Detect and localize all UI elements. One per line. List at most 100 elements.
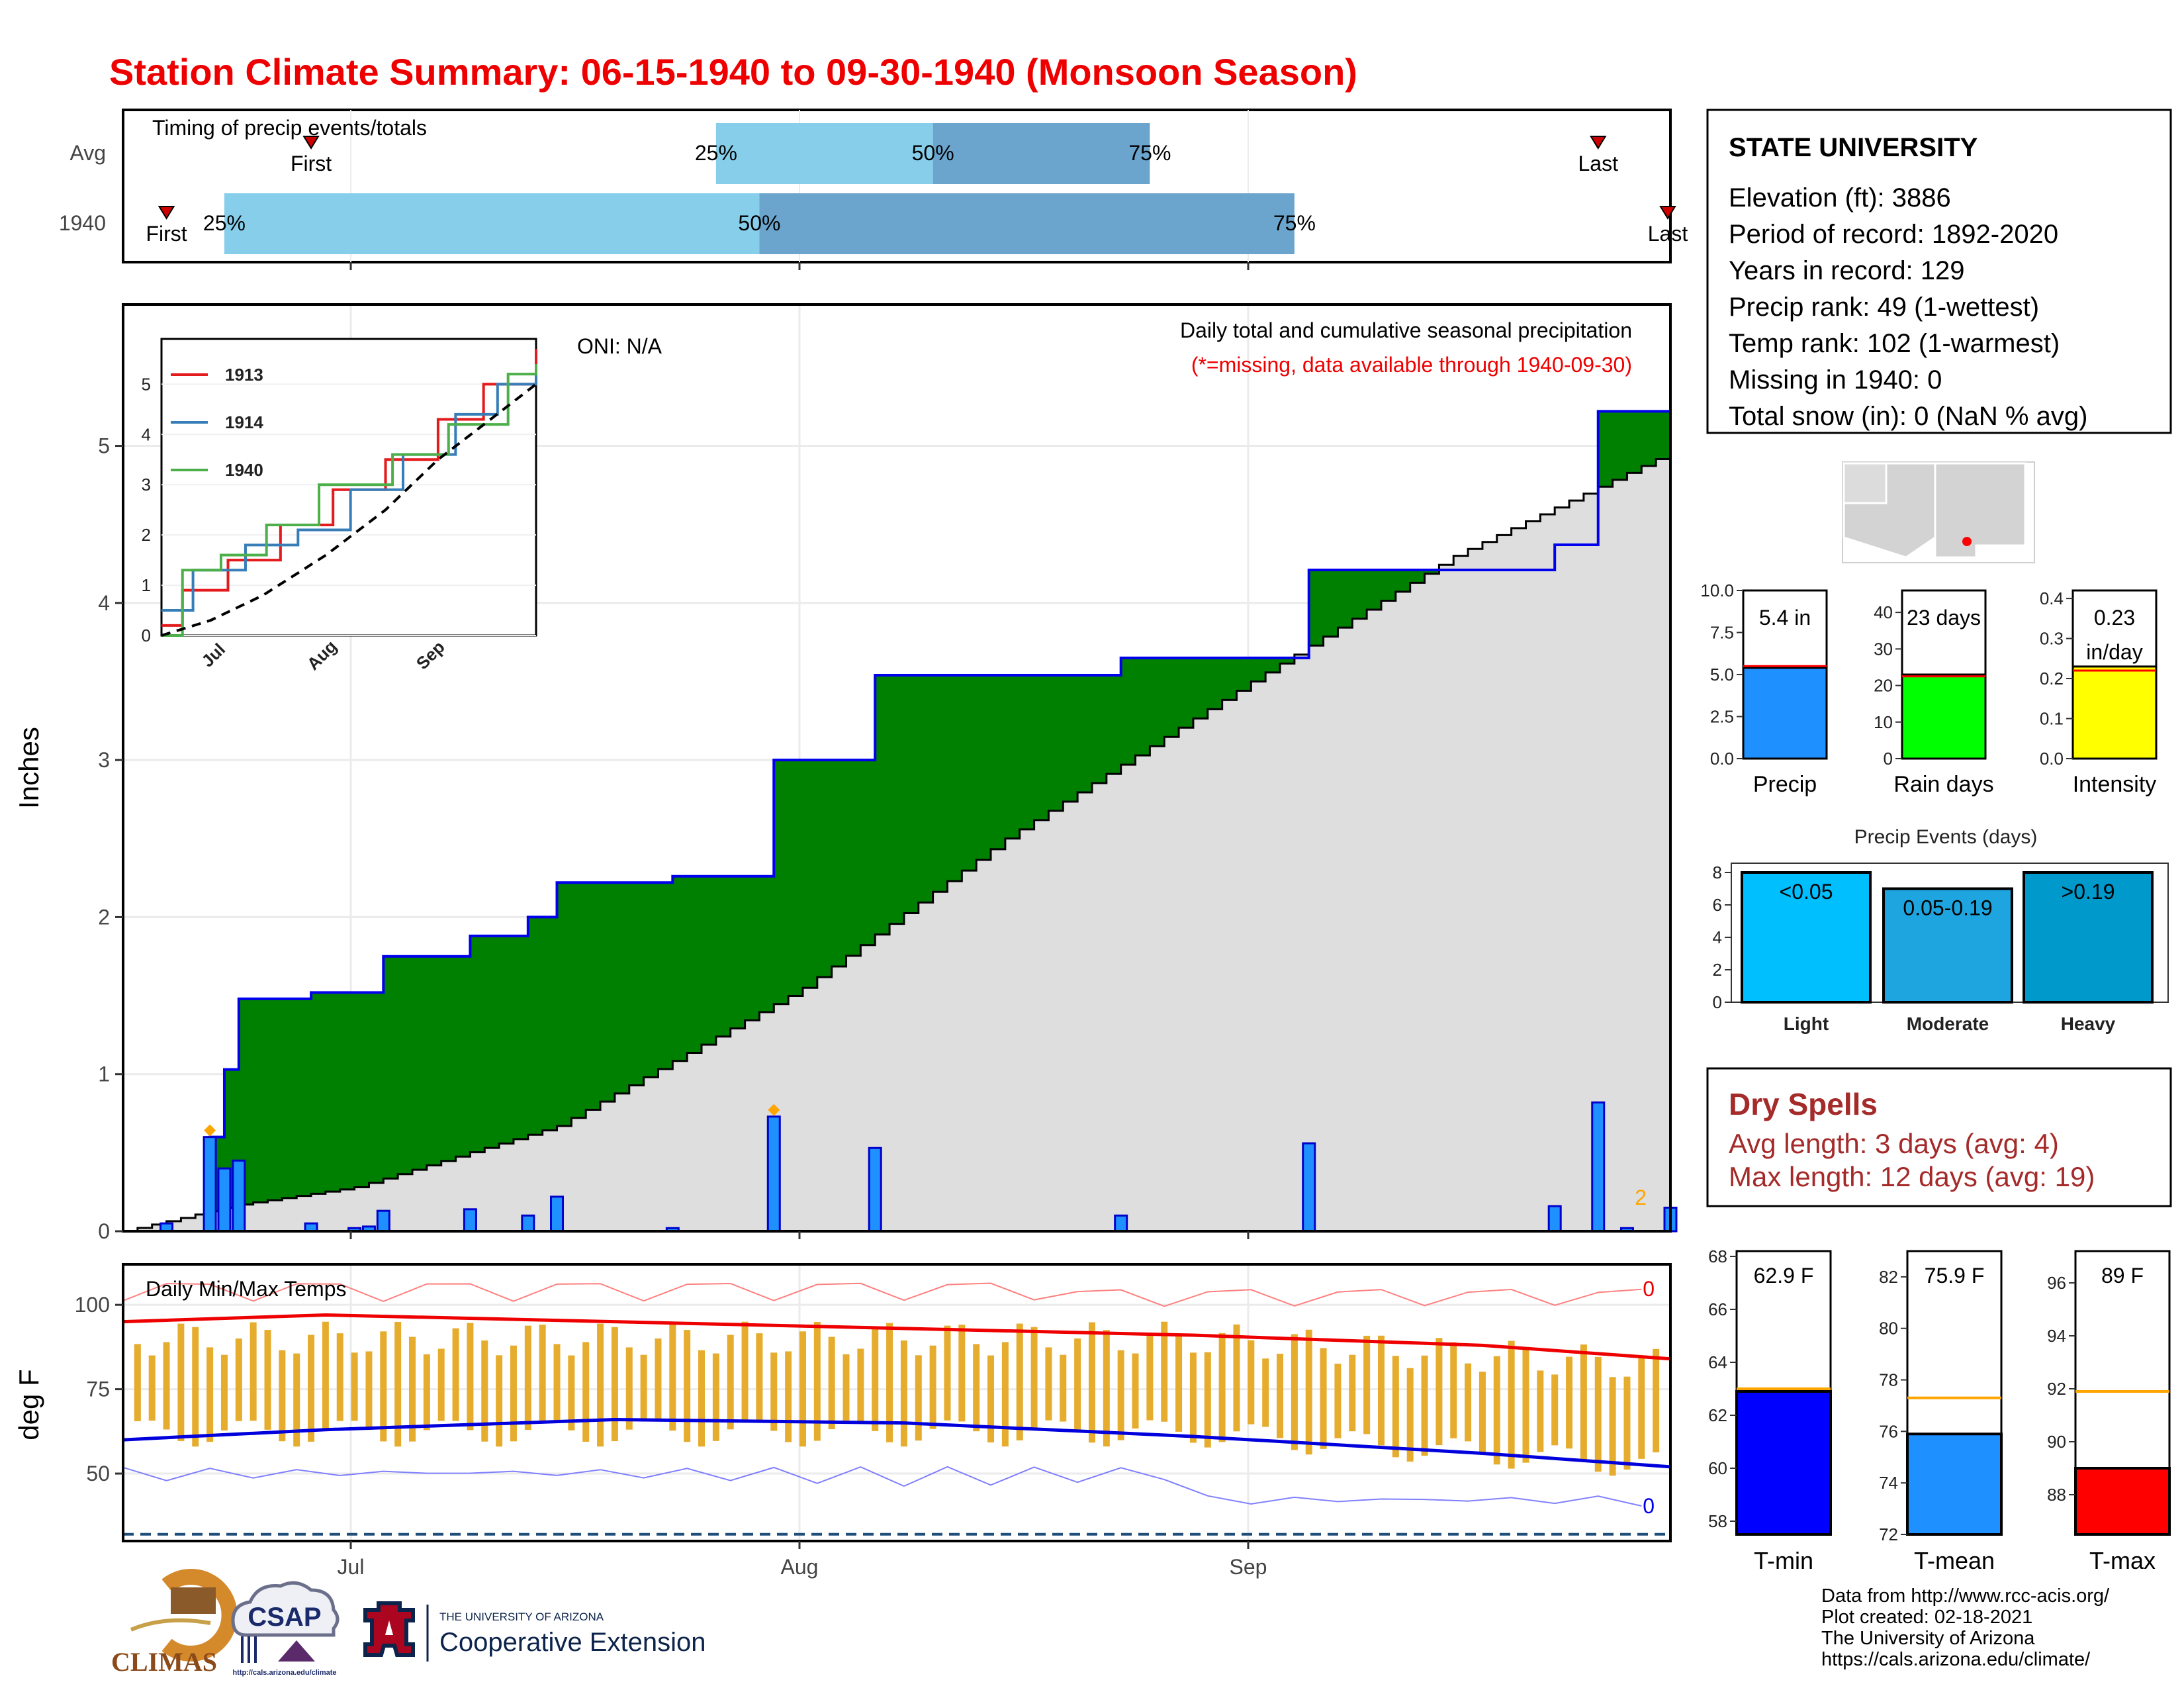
daily-temp-range-bar — [1074, 1338, 1081, 1432]
events-bar — [1882, 887, 2013, 1004]
daily-temp-range-bar — [640, 1354, 647, 1421]
gauge-label: Precip — [1753, 772, 1817, 797]
inset-y-tick: 2 — [142, 525, 151, 545]
station-name: STATE UNIVERSITY — [1729, 133, 1978, 162]
daily-temp-range-bar — [1551, 1374, 1559, 1446]
surplus-area — [325, 992, 341, 1192]
gauge-precip: 0.0 2.5 5.0 7.5 10.0 5.4 in Precip — [1700, 581, 1828, 797]
temp-gauge-tick: 66 — [1708, 1299, 1727, 1319]
station-info-line: Total snow (in): 0 (NaN % avg) — [1729, 402, 2087, 431]
gauge-value: 0.23 — [2094, 606, 2135, 630]
daily-temp-range-bar — [1349, 1354, 1356, 1432]
daily-temp-range-bar — [192, 1327, 199, 1447]
surplus-area — [311, 992, 326, 1194]
gauge-tick: 5.0 — [1710, 665, 1734, 684]
daily-temp-range-bar — [842, 1354, 850, 1421]
temp-gauge-t-max: 88 90 92 94 96 89 F T-max — [2047, 1250, 2171, 1574]
station-info-line: Precip rank: 49 (1-wettest) — [1729, 293, 2039, 322]
daily-temp-range-bar — [655, 1338, 662, 1421]
surplus-area — [369, 992, 384, 1183]
month-tick-label: Sep — [1230, 1555, 1267, 1579]
last-event-marker — [1659, 206, 1676, 220]
surplus-area — [614, 882, 630, 1094]
surplus-area — [831, 760, 847, 966]
daily-temp-range-bar — [336, 1333, 343, 1421]
daily-temp-range-bar — [1218, 1333, 1226, 1442]
gauge-tick: 0.2 — [2040, 669, 2064, 688]
gauge-fill — [2071, 665, 2158, 760]
surplus-area — [1641, 411, 1657, 466]
daily-temp-range-bar — [1421, 1355, 1428, 1456]
daily-temp-range-bar — [539, 1325, 546, 1421]
timing-bar-50-75 — [759, 193, 1295, 254]
daily-temp-range-bar — [1653, 1348, 1660, 1453]
station-location-dot — [1962, 537, 1972, 546]
timing-pct-label: 75% — [1128, 141, 1171, 165]
surplus-area — [1352, 570, 1367, 619]
daily-temp-range-bar — [177, 1323, 185, 1441]
surplus-area — [643, 882, 659, 1078]
daily-temp-range-bar — [813, 1322, 821, 1441]
timing-row-label-1940: 1940 — [59, 211, 106, 235]
temp-gauge-value: 89 F — [2101, 1264, 2144, 1288]
daily-temp-range-bar — [1320, 1348, 1327, 1449]
daily-temp-range-bar — [625, 1347, 633, 1430]
daily-temp-range-bar — [785, 1351, 792, 1442]
ua-main-text: Cooperative Extension — [439, 1628, 705, 1657]
daily-temp-range-bar — [1392, 1356, 1399, 1458]
temp-gauge-tick: 96 — [2047, 1273, 2066, 1293]
avg-min-line — [122, 1417, 1671, 1469]
temp-gauge-label: T-max — [2089, 1547, 2156, 1574]
daily-temp-range-bar — [1305, 1329, 1312, 1455]
daily-precip-bar — [217, 1167, 232, 1233]
timing-bar-25-50 — [715, 123, 933, 184]
station-info-line: Years in record: 129 — [1729, 256, 1965, 285]
surplus-area — [875, 675, 890, 935]
daily-temp-range-bar — [423, 1354, 430, 1430]
missing-note: (*=missing, data available through 1940-… — [1191, 353, 1632, 377]
daily-temp-range-bar — [1377, 1335, 1385, 1446]
surplus-area — [296, 998, 312, 1196]
daily-temp-range-bar — [611, 1327, 618, 1442]
daily-temp-range-bar — [1204, 1352, 1211, 1448]
daily-temp-range-bar — [669, 1322, 676, 1431]
surplus-area — [513, 935, 529, 1139]
temp-gauge-tick: 92 — [2047, 1379, 2066, 1399]
first-event-label: First — [291, 152, 332, 175]
surplus-area — [1656, 411, 1671, 459]
average-cumulative-area — [123, 452, 1672, 1233]
surplus-area — [1106, 675, 1122, 774]
daily-temp-range-bar — [770, 1352, 778, 1431]
surplus-area — [1135, 657, 1150, 756]
daily-temp-range-bar — [756, 1333, 763, 1422]
surplus-area — [687, 876, 702, 1053]
daily-temp-range-bar — [929, 1345, 936, 1429]
daily-temp-range-bar — [308, 1335, 315, 1442]
timing-pct-label: 50% — [738, 211, 780, 235]
events-y-tick: 8 — [1713, 863, 1722, 882]
climas-wordmark: CLIMAS — [111, 1647, 217, 1677]
surplus-area — [889, 675, 905, 924]
surplus-area — [1251, 657, 1266, 682]
temp-gauge-t-mean: 72 74 76 78 80 82 75.9 F T-mean — [1879, 1250, 2003, 1574]
inset-y-tick: 5 — [142, 374, 151, 394]
record-low-line — [122, 1466, 1642, 1507]
temp-gauge-fill — [2074, 1467, 2171, 1536]
gauge-value: 23 days — [1907, 606, 1981, 630]
oni-label: ONI: N/A — [577, 334, 662, 358]
dry-spells-avg: Avg length: 3 days (avg: 4) — [1729, 1128, 2059, 1159]
daily-temp-range-bar — [1508, 1340, 1515, 1469]
temp-gauge-tick: 62 — [1708, 1405, 1727, 1425]
daily-temp-range-bar — [496, 1355, 503, 1447]
surplus-area — [354, 992, 370, 1188]
surplus-area — [947, 675, 962, 882]
temp-gauge-label: T-min — [1754, 1547, 1813, 1574]
temp-y-tick: 75 — [86, 1378, 110, 1401]
ua-top-text: THE UNIVERSITY OF ARIZONA — [439, 1611, 604, 1623]
gauge-tick: 0.3 — [2040, 629, 2064, 649]
precip-y-tick: 3 — [98, 748, 110, 772]
surplus-area — [1381, 570, 1396, 601]
precip-y-tick: 2 — [98, 905, 110, 929]
